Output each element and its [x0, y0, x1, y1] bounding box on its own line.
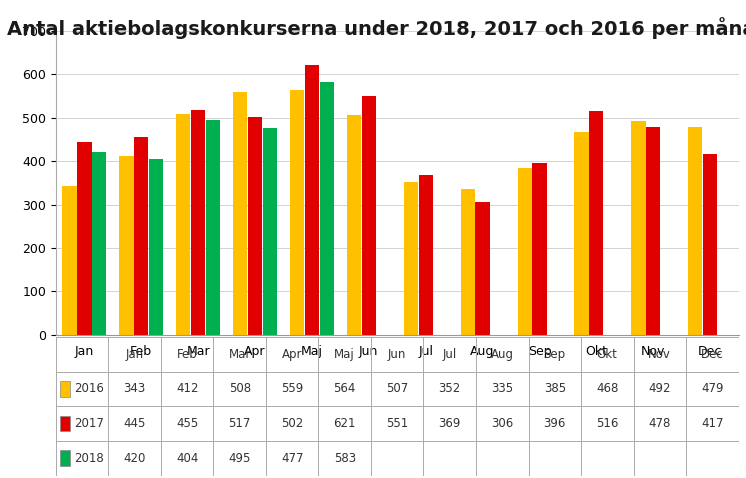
Bar [233, 92, 248, 335]
Text: 2018: 2018 [75, 452, 104, 465]
Text: 417: 417 [701, 417, 724, 430]
Text: 343: 343 [124, 382, 145, 395]
Bar [206, 120, 220, 335]
Text: Okt: Okt [597, 348, 618, 361]
Bar [347, 115, 361, 335]
Bar [290, 90, 304, 335]
Text: 508: 508 [229, 382, 251, 395]
Text: 396: 396 [544, 417, 566, 430]
Text: 468: 468 [596, 382, 618, 395]
Text: 412: 412 [176, 382, 198, 395]
Text: 335: 335 [491, 382, 513, 395]
Text: Aug: Aug [491, 348, 514, 361]
Text: 564: 564 [333, 382, 356, 395]
Bar [149, 160, 163, 335]
Text: Feb: Feb [177, 348, 198, 361]
Bar [176, 114, 190, 335]
Bar [419, 174, 433, 335]
Text: Maj: Maj [334, 348, 355, 361]
Bar [305, 65, 319, 335]
Text: Jan: Jan [125, 348, 144, 361]
Bar [60, 416, 69, 432]
Text: Jun: Jun [388, 348, 407, 361]
Text: Apr: Apr [282, 348, 302, 361]
Text: 404: 404 [176, 452, 198, 465]
Text: 306: 306 [491, 417, 513, 430]
Text: Antal aktiebolagskonkurserna under 2018, 2017 och 2016 per månad: Antal aktiebolagskonkurserna under 2018,… [7, 17, 746, 39]
Bar [119, 156, 134, 335]
Text: Dec: Dec [701, 348, 724, 361]
Text: 479: 479 [701, 382, 724, 395]
Bar [404, 182, 418, 335]
Text: 551: 551 [386, 417, 408, 430]
Text: 445: 445 [124, 417, 146, 430]
Bar [475, 202, 489, 335]
Bar [518, 168, 532, 335]
Text: 559: 559 [281, 382, 304, 395]
Text: 517: 517 [228, 417, 251, 430]
Text: 495: 495 [228, 452, 251, 465]
Text: Jul: Jul [442, 348, 457, 361]
Bar [461, 189, 475, 335]
Bar [689, 127, 703, 335]
Text: 352: 352 [439, 382, 461, 395]
Bar [92, 152, 106, 335]
Text: 455: 455 [176, 417, 198, 430]
Text: 369: 369 [439, 417, 461, 430]
Bar [134, 137, 148, 335]
Text: 507: 507 [386, 382, 408, 395]
Text: 478: 478 [648, 417, 671, 430]
Bar [319, 82, 333, 335]
Text: 583: 583 [333, 452, 356, 465]
Bar [589, 111, 604, 335]
Text: 621: 621 [333, 417, 356, 430]
Bar [63, 186, 77, 335]
Text: 385: 385 [544, 382, 565, 395]
Text: Sep: Sep [544, 348, 565, 361]
Text: Nov: Nov [648, 348, 671, 361]
Text: Mar: Mar [228, 348, 251, 361]
Bar [362, 96, 376, 335]
Bar [533, 163, 547, 335]
Bar [248, 117, 262, 335]
Text: 420: 420 [124, 452, 146, 465]
Bar [60, 381, 69, 397]
Text: 516: 516 [596, 417, 618, 430]
Bar [191, 110, 205, 335]
Text: 2017: 2017 [75, 417, 104, 430]
Bar [60, 450, 69, 466]
Bar [703, 154, 717, 335]
Text: 502: 502 [281, 417, 304, 430]
Text: 492: 492 [648, 382, 671, 395]
Bar [263, 128, 277, 335]
Bar [646, 127, 660, 335]
Bar [631, 121, 645, 335]
Bar [78, 141, 92, 335]
Bar [574, 131, 589, 335]
Text: 477: 477 [281, 452, 304, 465]
Text: 2016: 2016 [75, 382, 104, 395]
